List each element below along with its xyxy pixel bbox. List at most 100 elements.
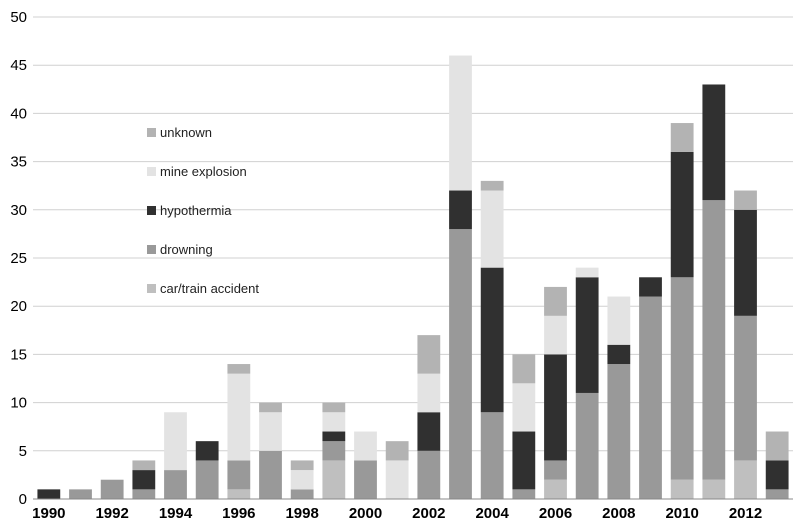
bar-segment-unknown bbox=[544, 286, 567, 316]
legend: unknown mine explosion hypothermia drowning… bbox=[147, 125, 259, 296]
x-tick-label: 1990 bbox=[32, 505, 65, 522]
legend-swatch bbox=[147, 128, 156, 137]
bar-segment-mine-explosion bbox=[385, 460, 409, 499]
bar-stack-1990 bbox=[37, 489, 61, 499]
bar-stack-2002 bbox=[417, 335, 441, 499]
bar-stack-2004 bbox=[480, 180, 504, 499]
bar-segment-unknown bbox=[765, 431, 789, 461]
bar-segment-unknown bbox=[322, 402, 346, 413]
bar-segment-hypothermia bbox=[702, 84, 726, 201]
bar-stack-1991 bbox=[69, 489, 92, 499]
bar-segment-unknown bbox=[417, 335, 441, 374]
gridlines bbox=[33, 16, 793, 452]
bar-segment-drowning bbox=[702, 200, 726, 480]
y-tick-label: 15 bbox=[10, 346, 27, 363]
bar-segment-drowning bbox=[417, 450, 441, 499]
bar-stack-2005 bbox=[512, 354, 536, 499]
bar-segment-hypothermia bbox=[575, 277, 599, 393]
bar-segment-unknown bbox=[512, 354, 536, 384]
bar-segment-hypothermia bbox=[512, 431, 536, 490]
bar-segment-mine-explosion bbox=[290, 470, 314, 490]
bar-segment-drowning bbox=[670, 277, 694, 480]
bar-segment-hypothermia bbox=[765, 460, 789, 490]
bar-segment-mine-explosion bbox=[575, 267, 599, 278]
bar-segment-mine-explosion bbox=[354, 431, 377, 461]
y-tick-label: 0 bbox=[19, 491, 27, 508]
legend-swatch bbox=[147, 206, 156, 215]
bar-segment-drowning bbox=[259, 450, 282, 499]
y-tick-label: 45 bbox=[10, 57, 27, 74]
bar-segment-drowning bbox=[512, 489, 536, 499]
x-tick-label: 1994 bbox=[159, 505, 193, 522]
bar-stack-2001 bbox=[385, 441, 409, 499]
bar-stack-1993 bbox=[132, 460, 156, 499]
bar-segment-mine-explosion bbox=[544, 315, 567, 355]
legend-label: car/train accident bbox=[160, 281, 259, 296]
bar-segment-drowning bbox=[69, 489, 92, 499]
bar-segment-drowning bbox=[164, 470, 187, 499]
bar-segment-hypothermia bbox=[132, 470, 156, 490]
bar-stack-1992 bbox=[100, 479, 124, 499]
bar-segment-drowning bbox=[734, 315, 757, 461]
bar-segment-unknown bbox=[132, 460, 156, 471]
y-tick-label: 40 bbox=[10, 105, 27, 122]
bar-segment-hypothermia bbox=[734, 209, 757, 316]
x-tick-label: 1998 bbox=[285, 505, 318, 522]
legend-label: drowning bbox=[160, 242, 213, 257]
legend-label: hypothermia bbox=[160, 203, 232, 218]
bar-segment-hypothermia bbox=[37, 489, 61, 499]
bar-segment-mine-explosion bbox=[480, 190, 504, 268]
bar-stack-1997 bbox=[259, 402, 282, 499]
bar-segment-hypothermia bbox=[195, 441, 219, 461]
bar-segment-mine-explosion bbox=[322, 412, 346, 432]
x-tick-label: 2010 bbox=[665, 505, 698, 522]
bar-segment-car-train-accident bbox=[670, 479, 694, 499]
bar-stack-2006 bbox=[544, 286, 567, 499]
x-tick-label: 2008 bbox=[602, 505, 635, 522]
bar-segment-drowning bbox=[195, 460, 219, 499]
bar-segment-car-train-accident bbox=[544, 479, 567, 499]
bar-segment-mine-explosion bbox=[417, 373, 441, 413]
bar-segment-drowning bbox=[765, 489, 789, 499]
bar-segment-drowning bbox=[575, 392, 599, 499]
x-tick-label: 2002 bbox=[412, 505, 445, 522]
bar-segment-car-train-accident bbox=[322, 460, 346, 499]
bar-segment-hypothermia bbox=[544, 354, 567, 461]
bar-segment-drowning bbox=[480, 412, 504, 499]
bar-stack-2003 bbox=[449, 55, 472, 499]
x-tick-label: 1996 bbox=[222, 505, 255, 522]
bar-stack-2010 bbox=[670, 123, 694, 499]
bar-segment-unknown bbox=[227, 364, 251, 374]
bar-segment-unknown bbox=[385, 441, 409, 461]
y-tick-label: 30 bbox=[10, 202, 27, 219]
bar-segment-hypothermia bbox=[322, 431, 346, 442]
bar-stack-1996 bbox=[227, 364, 251, 499]
bar-segment-mine-explosion bbox=[607, 296, 631, 345]
y-tick-label: 35 bbox=[10, 154, 27, 171]
bar-segment-drowning bbox=[290, 489, 314, 499]
y-tick-label: 10 bbox=[10, 395, 27, 412]
bar-stack-2012 bbox=[734, 190, 757, 499]
bar-stack-2000 bbox=[354, 431, 377, 499]
bar-stack-2007 bbox=[575, 267, 599, 499]
bar-segment-hypothermia bbox=[417, 412, 441, 451]
bar-stack-1994 bbox=[164, 412, 187, 499]
bar-stack-2009 bbox=[639, 277, 662, 499]
bar-segment-drowning bbox=[322, 441, 346, 461]
legend-swatch bbox=[147, 167, 156, 176]
legend-label: mine explosion bbox=[160, 164, 247, 179]
bar-segment-mine-explosion bbox=[512, 383, 536, 432]
bar-segment-drowning bbox=[544, 460, 567, 480]
bar-segment-drowning bbox=[354, 460, 377, 499]
y-tick-label: 50 bbox=[10, 9, 27, 26]
bar-segment-drowning bbox=[227, 460, 251, 490]
bar-segment-drowning bbox=[607, 364, 631, 499]
bar-segment-unknown bbox=[734, 190, 757, 210]
bar-segment-mine-explosion bbox=[449, 55, 472, 191]
bar-segment-drowning bbox=[639, 296, 662, 499]
bar-segment-unknown bbox=[290, 460, 314, 471]
legend-label: unknown bbox=[160, 125, 212, 140]
x-tick-label: 1992 bbox=[95, 505, 128, 522]
y-tick-label: 25 bbox=[10, 250, 27, 267]
